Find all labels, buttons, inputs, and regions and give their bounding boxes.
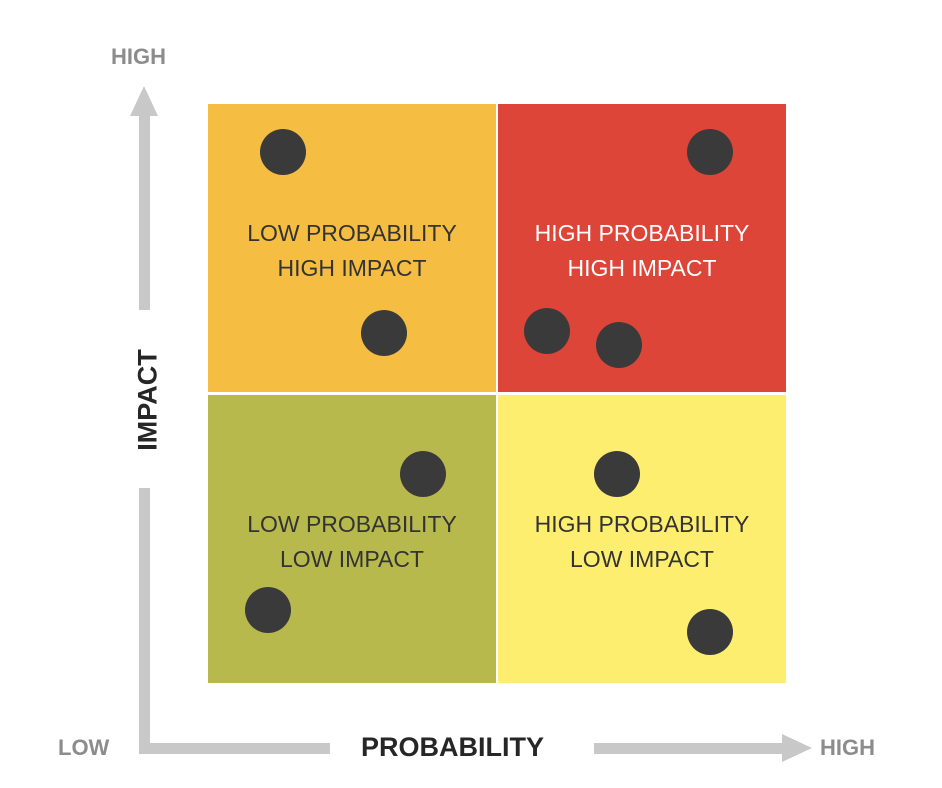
x-axis-high-label: HIGH [820,735,875,760]
x-axis-line-left [139,743,330,754]
risk-dot [594,451,640,497]
x-axis-low-label: LOW [58,735,110,760]
quadrant-label-line1: HIGH PROBABILITY [534,511,750,537]
quadrant-label-line1: LOW PROBABILITY [247,220,457,246]
y-axis-arrowhead [130,86,158,116]
quadrant-label-line2: HIGH IMPACT [567,255,717,281]
risk-dot [524,308,570,354]
risk-dot [687,129,733,175]
quadrant-label-line2: LOW IMPACT [280,546,424,572]
x-axis-arrowhead [782,734,812,762]
quadrant-label: LOW PROBABILITY HIGH IMPACT [208,216,496,286]
quadrant-label: LOW PROBABILITY LOW IMPACT [208,507,496,577]
risk-dot [260,129,306,175]
y-axis-title: IMPACT [132,349,163,451]
quadrant-label: HIGH PROBABILITY LOW IMPACT [498,507,786,577]
quadrant-low-probability-high-impact: LOW PROBABILITY HIGH IMPACT [208,104,496,392]
quadrant-label-line1: HIGH PROBABILITY [534,220,750,246]
quadrant-label-line1: LOW PROBABILITY [247,511,457,537]
quadrant-label-line2: HIGH IMPACT [277,255,427,281]
quadrant-low-probability-low-impact: LOW PROBABILITY LOW IMPACT [208,395,496,683]
quadrant-high-probability-low-impact: HIGH PROBABILITY LOW IMPACT [498,395,786,683]
risk-dot [245,587,291,633]
y-axis-high-label: HIGH [111,44,166,69]
x-axis-line-right [594,743,786,754]
risk-dot [687,609,733,655]
y-axis-line-upper [139,114,150,310]
risk-dot [400,451,446,497]
risk-dot [361,310,407,356]
y-axis-line-lower [139,488,150,748]
quadrant-label: HIGH PROBABILITY HIGH IMPACT [498,216,786,286]
risk-dot [596,322,642,368]
quadrant-label-line2: LOW IMPACT [570,546,714,572]
x-axis-title: PROBABILITY [361,732,545,762]
